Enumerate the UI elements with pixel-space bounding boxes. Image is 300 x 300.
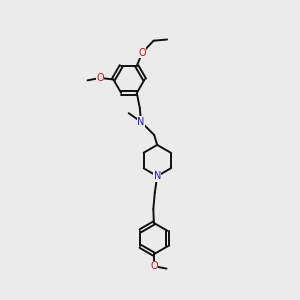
Text: O: O xyxy=(96,73,104,83)
Text: N: N xyxy=(154,171,161,181)
Text: O: O xyxy=(138,48,146,58)
Text: O: O xyxy=(150,261,158,271)
Text: N: N xyxy=(137,117,145,127)
